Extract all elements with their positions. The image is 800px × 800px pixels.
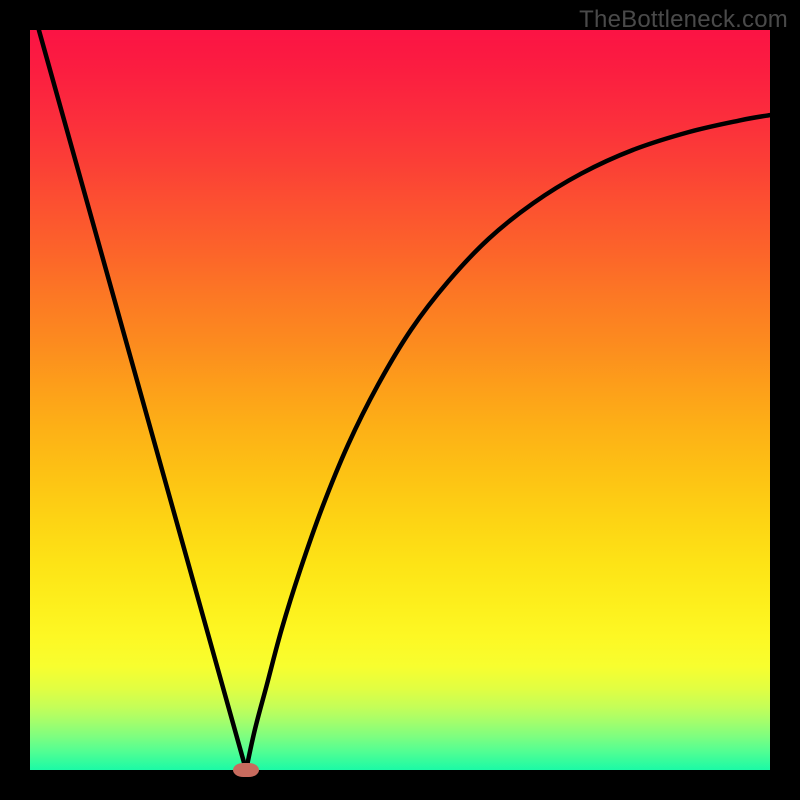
bottleneck-curve-left xyxy=(39,30,246,770)
bottleneck-curve-right xyxy=(246,115,770,770)
chart-curve-layer xyxy=(30,30,770,770)
plot-area xyxy=(30,30,770,770)
chart-container: TheBottleneck.com xyxy=(0,0,800,800)
bottleneck-vertex-marker xyxy=(233,763,259,778)
